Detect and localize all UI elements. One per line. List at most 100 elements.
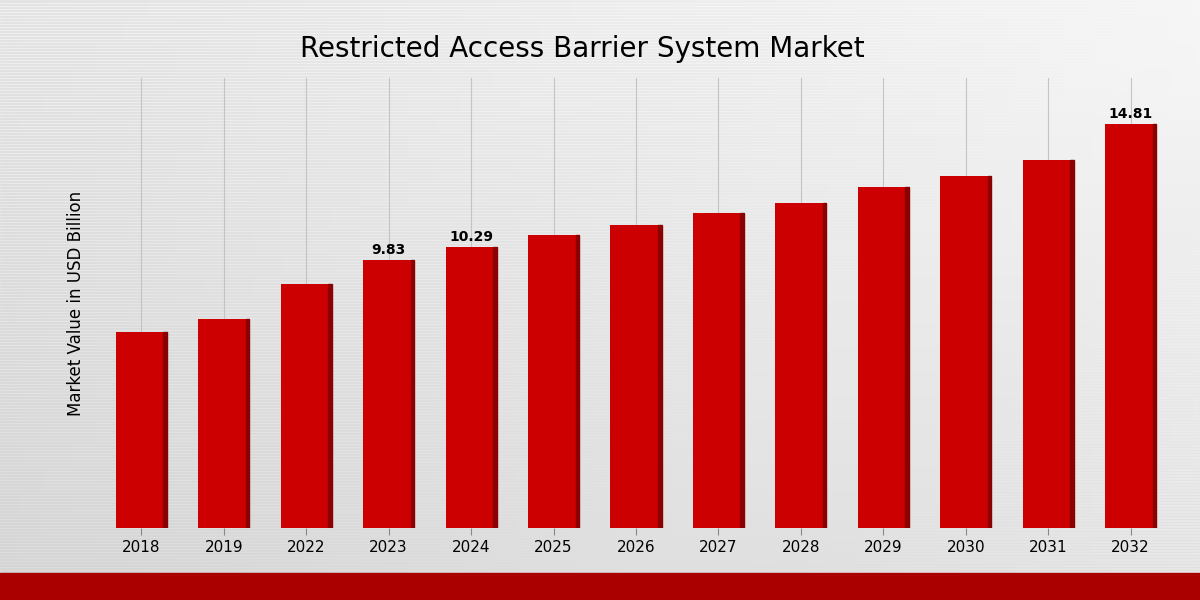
Bar [0,204,1200,207]
Bar [456,0,462,600]
Bar [0,513,1200,516]
Bar [0,288,1200,291]
Bar [246,0,252,600]
Bar [1032,0,1038,600]
Bar [1128,0,1134,600]
Bar [402,0,408,600]
Bar [0,540,1200,543]
Bar [0,489,1200,492]
Bar [642,0,648,600]
Bar [0,591,1200,594]
Bar [750,0,756,600]
Bar [0,222,1200,225]
Bar [0,132,1200,135]
Bar [1104,0,1110,600]
Bar [0,435,1200,438]
Bar [0,465,1200,468]
Bar [354,0,360,600]
Bar [960,0,966,600]
Bar [0,321,1200,324]
Bar [0,525,1200,528]
Bar [0,498,1200,501]
Bar [0,0,1200,3]
Bar [0,582,1200,585]
Bar [0,423,1200,426]
Bar [0,336,1200,339]
Bar [624,0,630,600]
Bar [864,0,870,600]
Bar [0,555,1200,558]
Bar [0,111,1200,114]
Bar [240,0,246,600]
Bar [0,357,1200,360]
Bar [0,261,1200,264]
Bar [774,0,780,600]
Bar [444,0,450,600]
Bar [0,102,1200,105]
Bar [0,396,1200,399]
Title: Restricted Access Barrier System Market: Restricted Access Barrier System Market [300,35,864,63]
Bar [0,369,1200,372]
Bar [0,519,1200,522]
Bar [0,180,1200,183]
Bar [942,0,948,600]
Bar [0,183,1200,186]
Bar [126,0,132,600]
Bar [1002,0,1008,600]
Bar [0,378,1200,381]
Bar [0,57,1200,60]
Bar [611,225,661,528]
Bar [0,93,1200,96]
Bar [516,0,522,600]
Bar [0,561,1200,564]
Bar [0,60,1200,63]
Text: 14.81: 14.81 [1109,107,1153,121]
Bar [282,0,288,600]
Bar [882,0,888,600]
Bar [0,312,1200,315]
Bar [0,483,1200,486]
Bar [0,318,1200,321]
Bar [966,0,972,600]
Bar [0,567,1200,570]
Bar [168,0,174,600]
Bar [0,543,1200,546]
Bar [0,75,1200,78]
Bar [888,0,894,600]
Bar [858,187,908,528]
Bar [0,309,1200,312]
Bar [732,0,738,600]
Bar [0,81,1200,84]
Bar [0,492,1200,495]
Bar [0,414,1200,417]
Bar [480,0,486,600]
Bar [0,279,1200,282]
Bar [0,471,1200,474]
Bar [1164,0,1170,600]
Bar [876,0,882,600]
Bar [744,0,750,600]
Bar [0,564,1200,567]
Bar [0,558,1200,561]
Bar [364,260,414,528]
Bar [0,399,1200,402]
Bar [0,36,1200,39]
Bar [576,0,582,600]
Bar [1110,0,1116,600]
Bar [390,0,396,600]
Bar [678,0,684,600]
Bar [0,54,1200,57]
Bar [96,0,102,600]
Bar [768,0,774,600]
Bar [1056,0,1062,600]
Bar [0,537,1200,540]
Bar [210,0,216,600]
Bar [0,375,1200,378]
Bar [0,315,1200,318]
Bar [0,168,1200,171]
Bar [0,99,1200,102]
Bar [0,366,1200,369]
Bar [300,0,306,600]
Bar [1026,0,1032,600]
Bar [1022,160,1074,528]
